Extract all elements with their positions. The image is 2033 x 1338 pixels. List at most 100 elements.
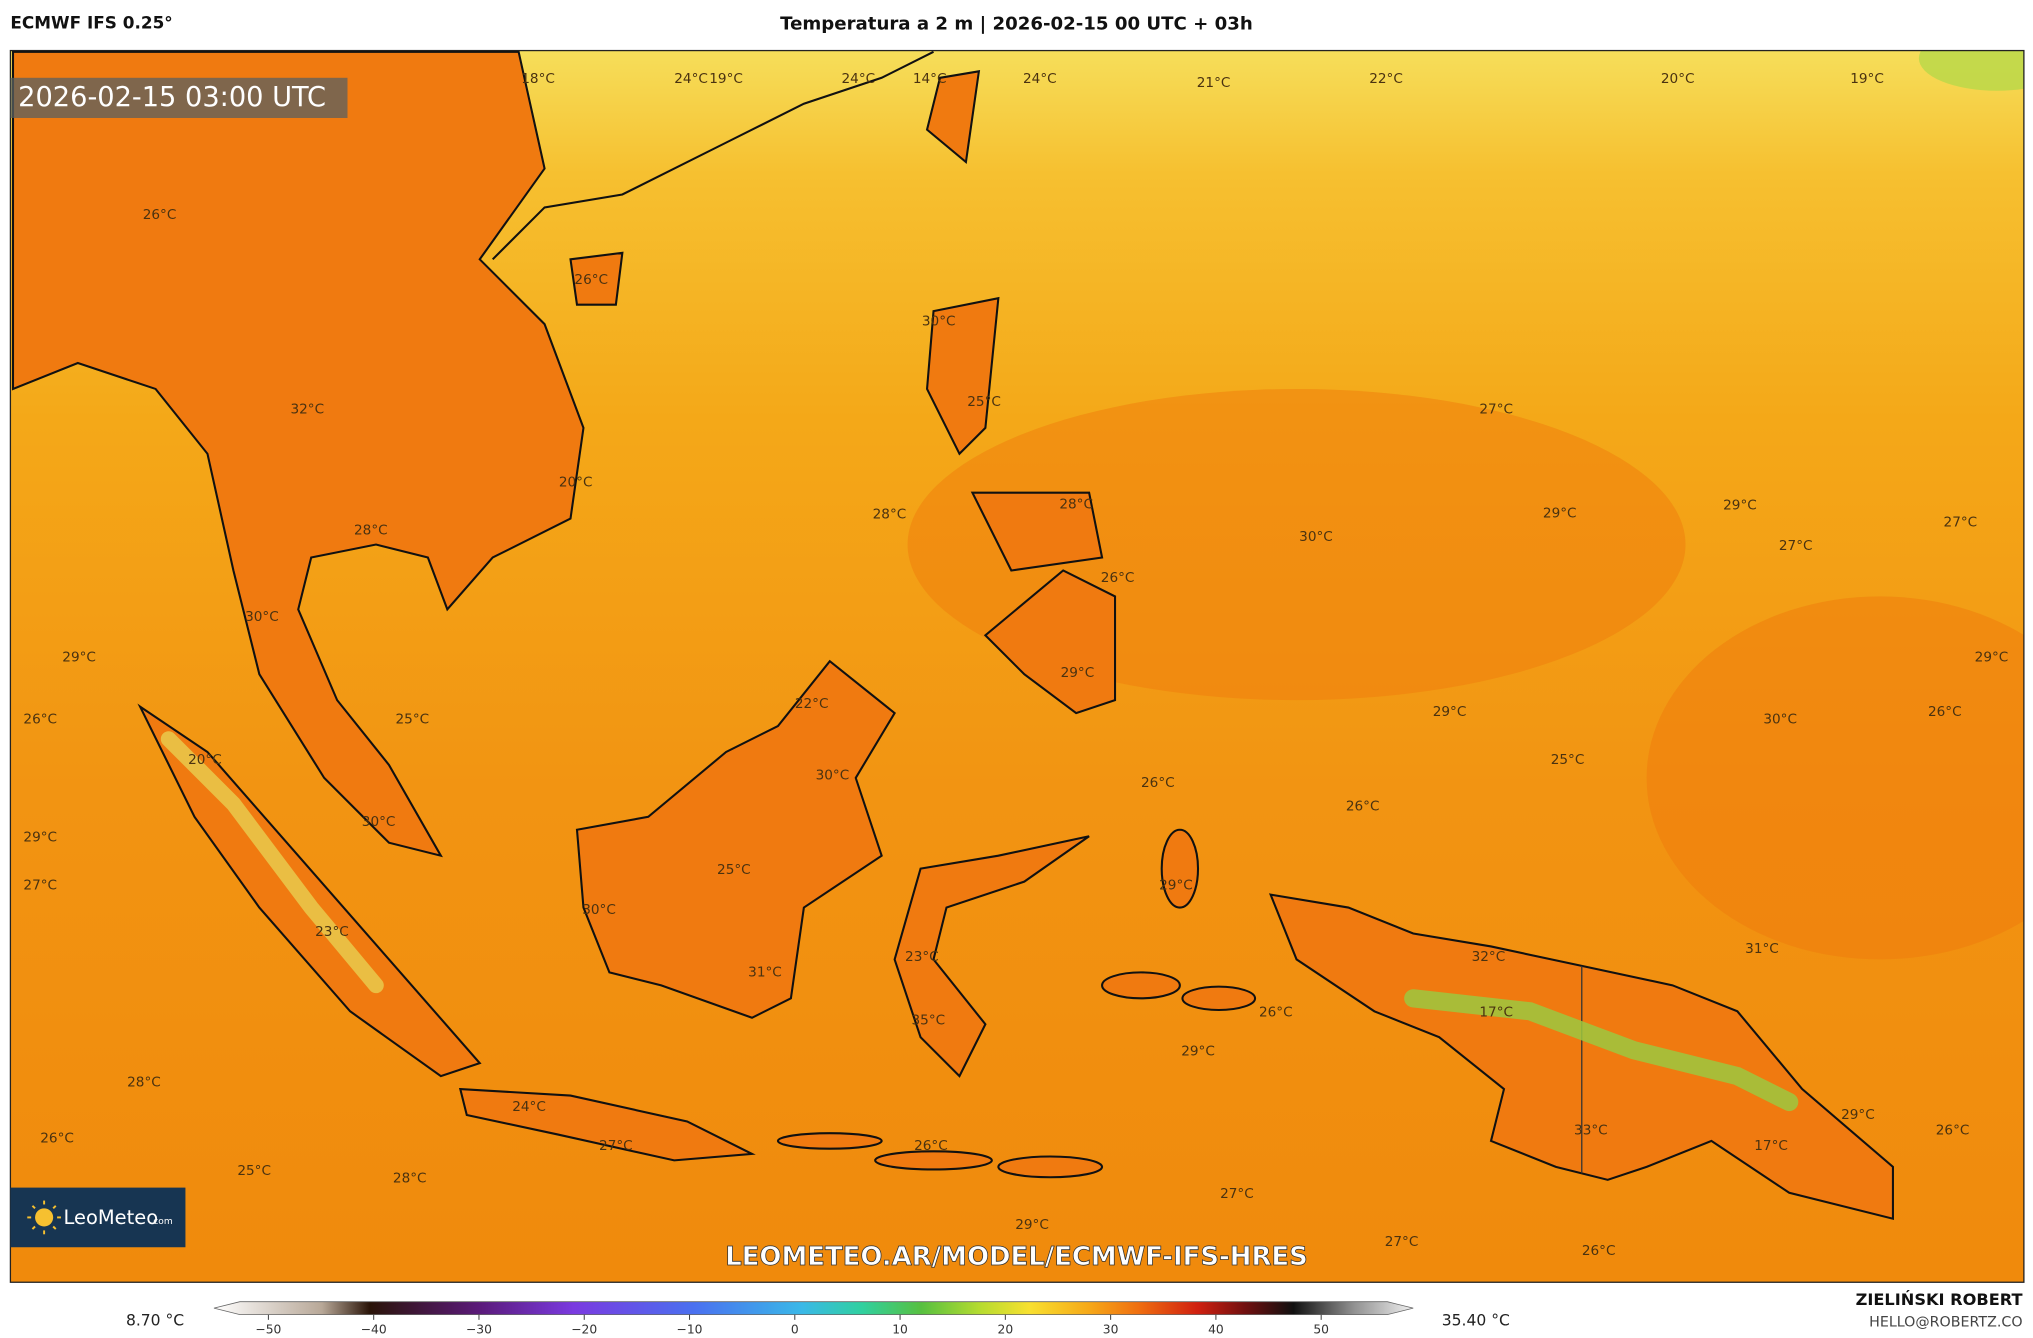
temperature-label: 21°C [1197, 75, 1231, 91]
temperature-label: 31°C [1745, 941, 1779, 957]
land-hainan [569, 251, 624, 306]
temperature-label: 26°C [1101, 570, 1135, 586]
highland [160, 731, 384, 994]
temperature-label: 32°C [290, 402, 324, 418]
watermark: LEOMETEO.AR/MODEL/ECMWF-IFS-HRES [725, 1242, 1308, 1272]
colorbar-tick-label: −20 [571, 1323, 597, 1337]
colorbar-tick-label: 20 [998, 1323, 1014, 1337]
temperature-label: 26°C [1259, 1005, 1293, 1021]
temperature-label: 29°C [23, 830, 57, 846]
temperature-label: 30°C [362, 814, 396, 830]
temperature-label: 20°C [559, 474, 593, 490]
temperature-label: 28°C [127, 1075, 161, 1091]
temperature-label: 26°C [1928, 704, 1962, 720]
island [1101, 971, 1181, 1000]
temperature-label: 25°C [396, 712, 430, 728]
temperature-label: 25°C [237, 1163, 271, 1179]
temperature-label: 17°C [1479, 1005, 1513, 1021]
colorbar-tick-label: 50 [1313, 1323, 1329, 1337]
timestamp-box [10, 77, 348, 118]
temperature-label: 14°C [913, 71, 947, 87]
temperature-label: 27°C [599, 1138, 633, 1154]
logo-sun [35, 1208, 54, 1227]
temperature-label: 28°C [1059, 496, 1093, 512]
colorbar-tick-label: 0 [791, 1323, 799, 1337]
land-luzon [925, 296, 1000, 456]
temperature-label: 22°C [1369, 71, 1403, 87]
map-title: Temperatura a 2 m | 2026-02-15 00 UTC + … [780, 14, 1253, 35]
temperature-label: 19°C [1850, 71, 1884, 87]
temperature-label: 30°C [582, 902, 616, 918]
temperature-label: 26°C [143, 207, 177, 223]
temperature-label: 24°C [512, 1099, 546, 1115]
land-java [458, 1087, 756, 1162]
colorbar [213, 1301, 1414, 1316]
temperature-label: 28°C [354, 522, 388, 538]
temperature-label: 24°C [1023, 71, 1057, 87]
colorbar-tick-label: 30 [1103, 1323, 1119, 1337]
temperature-label: 32°C [1472, 949, 1506, 965]
colorbar-tick-label: 40 [1208, 1323, 1224, 1337]
temperature-label: 30°C [245, 609, 279, 625]
temperature-label: 26°C [1582, 1243, 1616, 1259]
temperature-label: 33°C [1574, 1123, 1608, 1139]
temperature-label: 28°C [873, 507, 907, 523]
temperature-label: 29°C [1433, 704, 1467, 720]
email: HELLO@ROBERTZ.CO [1869, 1314, 2022, 1330]
island [874, 1150, 993, 1171]
cool-zone [1918, 50, 2024, 91]
temperature-label: 25°C [1551, 752, 1585, 768]
land-mindanao [983, 569, 1117, 715]
colorbar-max: 35.40 °C [1442, 1312, 1510, 1330]
island [1160, 828, 1200, 909]
temperature-label: 29°C [1159, 878, 1193, 894]
temperature-label: 18°C [521, 71, 555, 87]
land-visayas [970, 491, 1104, 572]
land-indochina [11, 50, 585, 858]
temperature-label: 29°C [62, 649, 96, 665]
temperature-label: 23°C [905, 949, 939, 965]
map-area: 18°C 24°C 19°C 24°C 14°C 24°C 21°C 22°C 20°C 19°C… [10, 50, 2024, 1283]
temperature-label: 27°C [1385, 1234, 1419, 1250]
temperature-label: 29°C [1061, 665, 1095, 681]
temperature-label: 24°C [842, 71, 876, 87]
temperature-label: 30°C [816, 767, 850, 783]
temperature-label: 29°C [1543, 505, 1577, 521]
island [1181, 985, 1257, 1012]
map-frame [9, 49, 2025, 1283]
temperature-label: 30°C [922, 314, 956, 330]
temperature-label: 17°C [1754, 1138, 1788, 1154]
author: ZIELIŃSKI ROBERT [1856, 1290, 2023, 1309]
temperature-label: 29°C [1015, 1217, 1049, 1233]
temperature-label: 27°C [1779, 538, 1813, 554]
highland [1404, 989, 1799, 1112]
temperature-label: 28°C [393, 1171, 427, 1187]
land-sulawesi [893, 835, 1090, 1078]
temperature-label: 20°C [188, 752, 222, 768]
colorbar-tick-label: −30 [466, 1323, 492, 1337]
model-name: ECMWF IFS 0.25° [10, 12, 172, 32]
temperature-label: 26°C [1141, 775, 1175, 791]
temperature-label: 30°C [1299, 529, 1333, 545]
temperature-label: 29°C [1841, 1107, 1875, 1123]
colorbar-tick-label: −50 [255, 1323, 281, 1337]
temperature-label: 25°C [967, 394, 1001, 410]
logo-suffix: .com [150, 1217, 172, 1227]
logo-rays [27, 1200, 61, 1235]
temperature-label: 29°C [1181, 1043, 1215, 1059]
logo-name: LeoMeteo [64, 1206, 159, 1229]
warm-zone [1646, 596, 2024, 960]
coastline [491, 50, 934, 261]
temperature-label: 22°C [795, 696, 829, 712]
temperature-label: 26°C [1346, 798, 1380, 814]
temperature-label: 30°C [1763, 712, 1797, 728]
island [997, 1155, 1104, 1179]
colorbar-ticks: −50 −40 −30 −20 −10 0 10 20 30 40 50 [255, 1314, 1329, 1337]
temperature-label: 26°C [23, 712, 57, 728]
temperature-label: 25°C [717, 862, 751, 878]
colorbar-tick-label: −40 [361, 1323, 387, 1337]
land-borneo [575, 659, 896, 1019]
temperature-label: 35°C [912, 1012, 946, 1028]
